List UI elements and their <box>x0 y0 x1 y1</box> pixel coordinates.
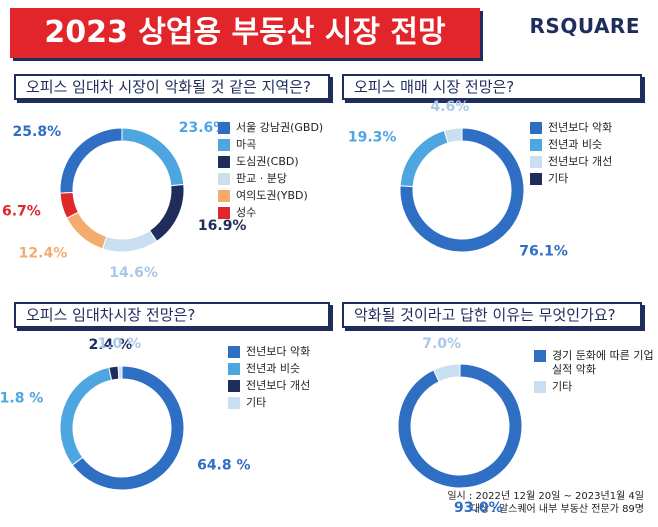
legend-label: 마곡 <box>236 138 257 151</box>
footnote-date: 일시 : 2022년 12월 20일 ~ 2023년1월 4일 <box>447 491 644 502</box>
donut-segment <box>432 363 461 383</box>
donut-segment <box>59 191 80 219</box>
legend-item: 기타 <box>228 396 310 410</box>
page-title: 2023 상업용 부동산 시장 전망 <box>10 8 480 58</box>
legend-swatch <box>228 363 240 375</box>
value-label: 12.4% <box>19 246 68 262</box>
donut-segment <box>101 229 158 253</box>
value-label: 14.6% <box>109 265 158 281</box>
legend-item: 전년과 비슷 <box>530 138 612 152</box>
legend-swatch <box>218 207 230 219</box>
donut-segment <box>399 127 525 253</box>
legend-swatch <box>218 190 230 202</box>
legend-swatch <box>530 156 542 168</box>
legend-item: 전년과 비슷 <box>228 362 310 376</box>
value-label: 76.1% <box>519 243 568 259</box>
legend-label: 전년보다 악화 <box>548 121 613 134</box>
legend-item: 성수 <box>218 206 323 220</box>
legend-swatch <box>218 122 230 134</box>
donut-segment <box>66 211 108 250</box>
value-label: 7.0% <box>422 336 461 352</box>
legend-label: 성수 <box>236 206 257 219</box>
donut-segment <box>121 127 185 187</box>
legend-item: 전년보다 악화 <box>530 121 613 135</box>
legend-item: 기타 <box>534 380 658 394</box>
value-label: 31.8 % <box>0 391 43 407</box>
legend-label: 기타 <box>552 380 573 393</box>
value-label: 4.6% <box>430 99 469 115</box>
legend-swatch <box>218 173 230 185</box>
legend-swatch <box>534 350 546 362</box>
legend-item: 기타 <box>530 172 612 186</box>
donut-segment <box>108 365 120 381</box>
legend-label: 도심권(CBD) <box>236 155 299 168</box>
legend-swatch <box>228 397 240 409</box>
legend-label: 전년과 비슷 <box>548 138 603 151</box>
legend-item: 판교 · 분당 <box>218 172 323 186</box>
legend-swatch <box>228 380 240 392</box>
panel-title: 오피스 임대차 시장이 악화될 것 같은 지역은? <box>14 74 330 100</box>
donut-segment <box>59 366 113 466</box>
value-label: 64.8 % <box>197 458 250 474</box>
value-label: 19.3% <box>348 129 397 145</box>
donut-segment <box>71 365 185 491</box>
panel-title: 악화될 것이라고 답한 이유는 무엇인가요? <box>342 302 642 328</box>
legend-swatch <box>218 156 230 168</box>
donut-segment <box>443 127 463 144</box>
panel-title: 오피스 임대차시장 전망은? <box>14 302 330 328</box>
legend-label: 여의도권(YBD) <box>236 189 308 202</box>
legend-swatch <box>530 122 542 134</box>
legend-swatch <box>530 139 542 151</box>
legend-swatch <box>530 173 542 185</box>
legend-item: 마곡 <box>218 138 323 152</box>
legend-item: 여의도권(YBD) <box>218 189 323 203</box>
legend-label: 판교 · 분당 <box>236 172 287 185</box>
legend-label: 기타 <box>548 172 569 185</box>
legend-item: 전년보다 악화 <box>228 345 311 359</box>
legend-label: 경기 둔화에 따른 기업 실적 악화 <box>552 349 654 376</box>
legend-label: 기타 <box>246 396 267 409</box>
legend-swatch <box>534 381 546 393</box>
legend-swatch <box>228 346 240 358</box>
donut-segment <box>397 363 523 489</box>
panel-title: 오피스 매매 시장 전망은? <box>342 74 642 100</box>
legend-label: 전년과 비슷 <box>246 362 301 375</box>
donut-segment <box>117 365 123 380</box>
logo: RSQUARE <box>529 14 640 38</box>
footnote: 일시 : 2022년 12월 20일 ~ 2023년1월 4일 대상 : 알스퀘… <box>447 490 644 516</box>
value-label: 6.7% <box>2 204 41 220</box>
legend-label: 전년보다 개선 <box>246 379 311 392</box>
donut-segment <box>399 129 449 188</box>
value-label: 1.0 % <box>98 336 142 352</box>
donut-segment <box>148 184 185 242</box>
legend-item: 경기 둔화에 따른 기업 실적 악화 <box>534 349 658 377</box>
value-label: 25.8% <box>13 124 62 140</box>
value-label: 2.4 % <box>89 337 133 353</box>
legend-item: 전년보다 개선 <box>530 155 613 169</box>
legend-item: 전년보다 개선 <box>228 379 311 393</box>
legend-item: 서울 강남권(GBD) <box>218 121 324 135</box>
footnote-target: 대상 : 알스퀘어 내부 부동산 전문가 89명 <box>470 504 644 515</box>
legend-label: 전년보다 악화 <box>246 345 311 358</box>
legend-label: 서울 강남권(GBD) <box>236 121 324 134</box>
legend-item: 도심권(CBD) <box>218 155 323 169</box>
legend-label: 전년보다 개선 <box>548 155 613 168</box>
legend-swatch <box>218 139 230 151</box>
donut-segment <box>59 127 123 194</box>
